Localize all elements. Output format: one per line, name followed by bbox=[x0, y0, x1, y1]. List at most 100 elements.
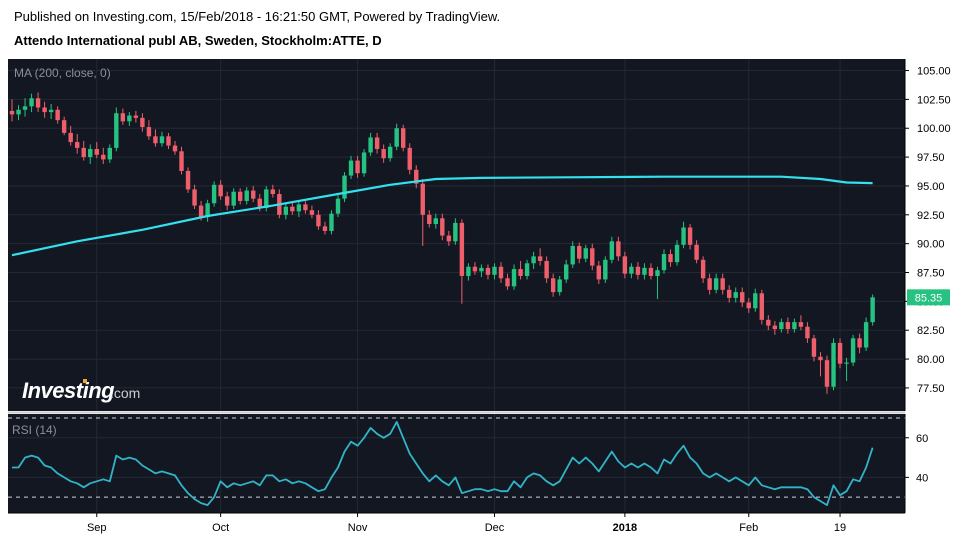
candle bbox=[577, 242, 582, 264]
candle-body bbox=[674, 244, 680, 263]
candle bbox=[427, 210, 432, 228]
candle-body bbox=[88, 149, 93, 158]
time-tick-label: Oct bbox=[212, 522, 229, 534]
candle bbox=[805, 322, 810, 343]
rsi-pane bbox=[8, 417, 905, 507]
candle-body bbox=[857, 338, 862, 348]
candle-body bbox=[107, 147, 112, 160]
candle-body bbox=[766, 319, 771, 326]
candle-body bbox=[518, 269, 523, 276]
candle bbox=[492, 263, 497, 280]
candle-body bbox=[668, 254, 673, 263]
candle bbox=[824, 355, 830, 394]
candle bbox=[120, 108, 126, 125]
price-tick-label: 82.50 bbox=[917, 325, 945, 337]
candle bbox=[837, 338, 843, 369]
candle-body bbox=[700, 259, 706, 279]
watermark-dot bbox=[83, 379, 87, 383]
candle-body bbox=[661, 254, 667, 271]
candle bbox=[218, 180, 223, 200]
candle-body bbox=[681, 227, 686, 245]
candle bbox=[707, 273, 712, 295]
candle-body bbox=[622, 256, 628, 274]
candle-body bbox=[368, 137, 373, 153]
candle-body bbox=[727, 289, 732, 298]
candle bbox=[329, 210, 334, 235]
candle bbox=[303, 199, 308, 214]
rsi-pane-background bbox=[8, 414, 905, 513]
candle-body bbox=[746, 302, 751, 309]
candle bbox=[9, 99, 15, 122]
candle-body bbox=[759, 293, 764, 320]
candle-body bbox=[322, 226, 328, 231]
candle bbox=[29, 93, 34, 113]
candle bbox=[759, 289, 764, 325]
candle-body bbox=[348, 160, 354, 176]
candle-body bbox=[296, 204, 302, 212]
investing-watermark: Investing .com bbox=[22, 378, 140, 403]
candle bbox=[537, 248, 543, 266]
candle-body bbox=[590, 248, 595, 266]
last-price-label: 85.35 bbox=[915, 292, 943, 304]
candle-body bbox=[127, 115, 132, 122]
candle bbox=[622, 251, 628, 279]
time-tick-label: Nov bbox=[348, 522, 368, 534]
candle-body bbox=[427, 214, 432, 225]
candle bbox=[772, 320, 778, 335]
candle-body bbox=[414, 169, 419, 184]
candle-body bbox=[101, 154, 106, 160]
candle bbox=[88, 144, 93, 165]
candle-body bbox=[616, 241, 621, 257]
candle-body bbox=[401, 128, 406, 148]
candle-body bbox=[753, 293, 758, 309]
candle-body bbox=[361, 152, 367, 174]
candlestick-series bbox=[9, 92, 875, 394]
candle-body bbox=[544, 260, 549, 279]
candle-body bbox=[309, 210, 315, 215]
candle bbox=[531, 251, 536, 270]
candle-body bbox=[863, 322, 869, 348]
candle bbox=[498, 262, 504, 283]
candle-body bbox=[81, 147, 86, 158]
price-tick-label: 100.00 bbox=[917, 123, 951, 135]
candle bbox=[740, 287, 745, 308]
price-tick-label: 92.50 bbox=[917, 210, 945, 222]
price-tick-label: 77.50 bbox=[917, 383, 945, 395]
rsi-tick-label: 40 bbox=[916, 472, 928, 484]
candle-body bbox=[146, 127, 152, 137]
candle bbox=[583, 244, 588, 263]
candle-body bbox=[22, 106, 28, 110]
candle-body bbox=[48, 109, 54, 113]
time-tick-label: Feb bbox=[739, 522, 758, 534]
candle-body bbox=[850, 338, 856, 363]
candle-body bbox=[270, 189, 275, 195]
candle bbox=[146, 120, 152, 140]
rsi-axis: 40 60 bbox=[904, 414, 928, 513]
candle bbox=[238, 188, 243, 205]
candle bbox=[681, 221, 686, 249]
candle-body bbox=[251, 190, 256, 199]
candle-body bbox=[453, 222, 458, 242]
candle bbox=[401, 124, 406, 152]
candle-body bbox=[655, 270, 660, 276]
candle bbox=[603, 256, 608, 283]
published-note: Published on Investing.com, 15/Feb/2018 … bbox=[14, 9, 501, 24]
candle bbox=[785, 317, 791, 334]
candle bbox=[185, 167, 191, 193]
chart-title: Attendo International publ AB, Sweden, S… bbox=[14, 33, 382, 48]
candle bbox=[720, 273, 725, 295]
candle bbox=[870, 294, 875, 326]
candle bbox=[251, 185, 256, 203]
candle-body bbox=[596, 265, 601, 280]
candle bbox=[818, 352, 823, 377]
candle bbox=[172, 140, 178, 155]
price-tick-label: 97.50 bbox=[917, 152, 945, 164]
candle-body bbox=[290, 206, 295, 212]
candle-body bbox=[238, 191, 243, 201]
candle-body bbox=[114, 113, 119, 148]
candle-body bbox=[798, 322, 804, 327]
candle bbox=[857, 333, 862, 354]
candle bbox=[75, 134, 80, 154]
candle bbox=[668, 249, 673, 267]
